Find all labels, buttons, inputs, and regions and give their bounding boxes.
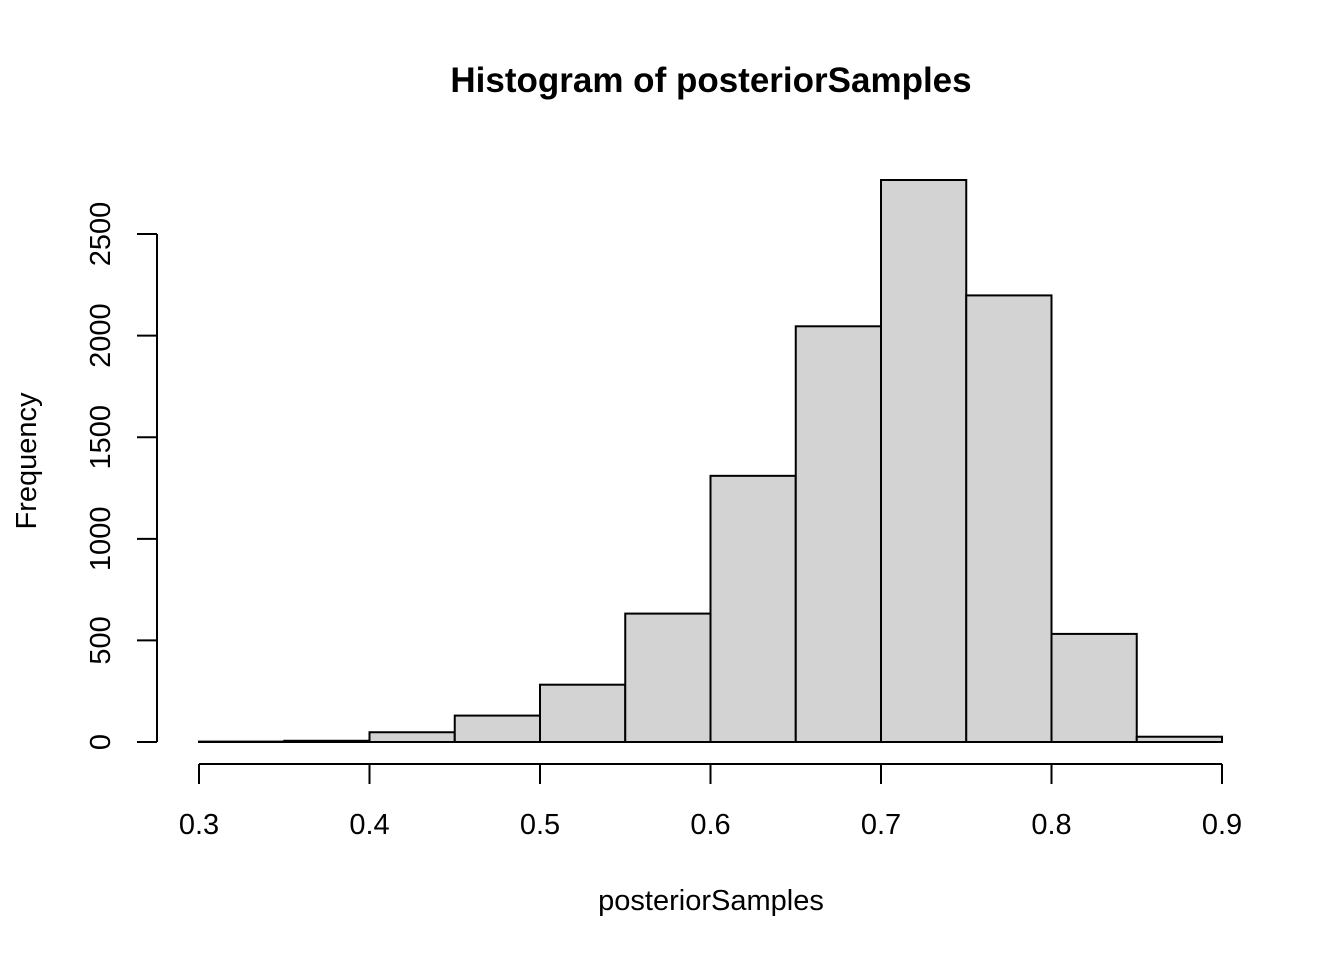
x-tick-label: 0.4 (349, 809, 389, 841)
x-axis-label: posteriorSamples (598, 885, 824, 917)
x-tick-label: 0.5 (520, 809, 560, 841)
y-axis-label: Frequency (11, 392, 43, 530)
y-axis: 0 500 1000 1500 2000 2500 (85, 202, 158, 750)
y-tick-label: 2500 (85, 202, 117, 267)
chart-title: Histogram of posteriorSamples (450, 61, 971, 100)
x-tick-label: 0.8 (1031, 809, 1071, 841)
x-tick-label: 0.6 (690, 809, 730, 841)
histogram-bar (1050, 632, 1138, 744)
x-tick-label: 0.3 (179, 809, 219, 841)
histogram-bar (880, 179, 968, 743)
x-tick-label: 0.7 (861, 809, 901, 841)
histogram-bar (368, 731, 456, 744)
histogram-bar (709, 474, 797, 743)
histogram-bar (283, 739, 371, 743)
histogram-bar (965, 294, 1053, 743)
y-tick-label: 2000 (85, 303, 117, 368)
y-tick-label: 500 (85, 616, 117, 664)
y-tick-label: 0 (85, 734, 117, 750)
histogram-bar (794, 325, 882, 743)
y-tick-label: 1000 (85, 507, 117, 572)
histogram-bar (1135, 735, 1223, 744)
histogram-bar (624, 612, 712, 743)
x-tick-label: 0.9 (1202, 809, 1242, 841)
bars-group (198, 179, 1223, 744)
y-tick-label: 1500 (85, 405, 117, 470)
x-axis: 0.3 0.4 0.5 0.6 0.7 0.8 0.9 (179, 763, 1242, 841)
histogram-bar (539, 683, 627, 743)
histogram-bar (453, 714, 541, 744)
